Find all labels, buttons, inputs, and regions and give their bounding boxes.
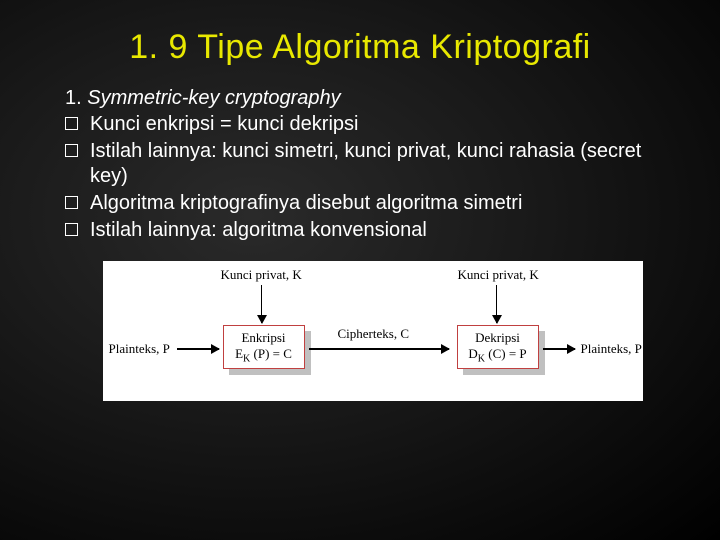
bullet-item: Istilah lainnya: kunci simetri, kunci pr…: [65, 139, 680, 189]
enc-box: Enkripsi EK (P) = C: [223, 325, 305, 369]
enc-title: Enkripsi: [224, 330, 304, 346]
bullet-item: Istilah lainnya: algoritma konvensional: [65, 218, 680, 243]
bullet-text: Istilah lainnya: algoritma konvensional: [90, 218, 680, 243]
diagram-container: Kunci privat, K Kunci privat, K Plaintek…: [65, 261, 680, 401]
bullet-item: Kunci enkripsi = kunci dekripsi: [65, 112, 680, 137]
dec-formula: DK (C) = P: [458, 346, 538, 366]
bullet-icon: [65, 196, 78, 209]
arrow-enc-to-dec: [309, 348, 449, 350]
slide-title: 1. 9 Tipe Algoritma Kriptografi: [0, 0, 720, 87]
bullet-text: Istilah lainnya: kunci simetri, kunci pr…: [90, 139, 680, 189]
crypto-diagram: Kunci privat, K Kunci privat, K Plaintek…: [103, 261, 643, 401]
first-line: 1. Symmetric-key cryptography: [65, 87, 680, 110]
bullet-icon: [65, 223, 78, 236]
bullet-icon: [65, 144, 78, 157]
key-right-label: Kunci privat, K: [458, 267, 539, 283]
key-left-label: Kunci privat, K: [221, 267, 302, 283]
content-area: 1. Symmetric-key cryptography Kunci enkr…: [0, 87, 720, 401]
arrow-key-right: [496, 285, 498, 323]
ciphertext-label: Cipherteks, C: [338, 326, 410, 342]
arrow-plain-to-enc: [177, 348, 219, 350]
arrow-dec-to-plain: [543, 348, 575, 350]
bullet-text: Algoritma kriptografinya disebut algorit…: [90, 191, 680, 216]
bullet-item: Algoritma kriptografinya disebut algorit…: [65, 191, 680, 216]
dec-title: Dekripsi: [458, 330, 538, 346]
plaintext-right-label: Plainteks, P: [581, 341, 642, 357]
arrow-key-left: [261, 285, 263, 323]
plaintext-left-label: Plainteks, P: [109, 341, 170, 357]
dec-box: Dekripsi DK (C) = P: [457, 325, 539, 369]
enc-formula: EK (P) = C: [224, 346, 304, 366]
bullet-text: Kunci enkripsi = kunci dekripsi: [90, 112, 680, 137]
first-line-text: Symmetric-key cryptography: [87, 87, 340, 109]
bullet-icon: [65, 117, 78, 130]
first-line-number: 1.: [65, 87, 82, 109]
